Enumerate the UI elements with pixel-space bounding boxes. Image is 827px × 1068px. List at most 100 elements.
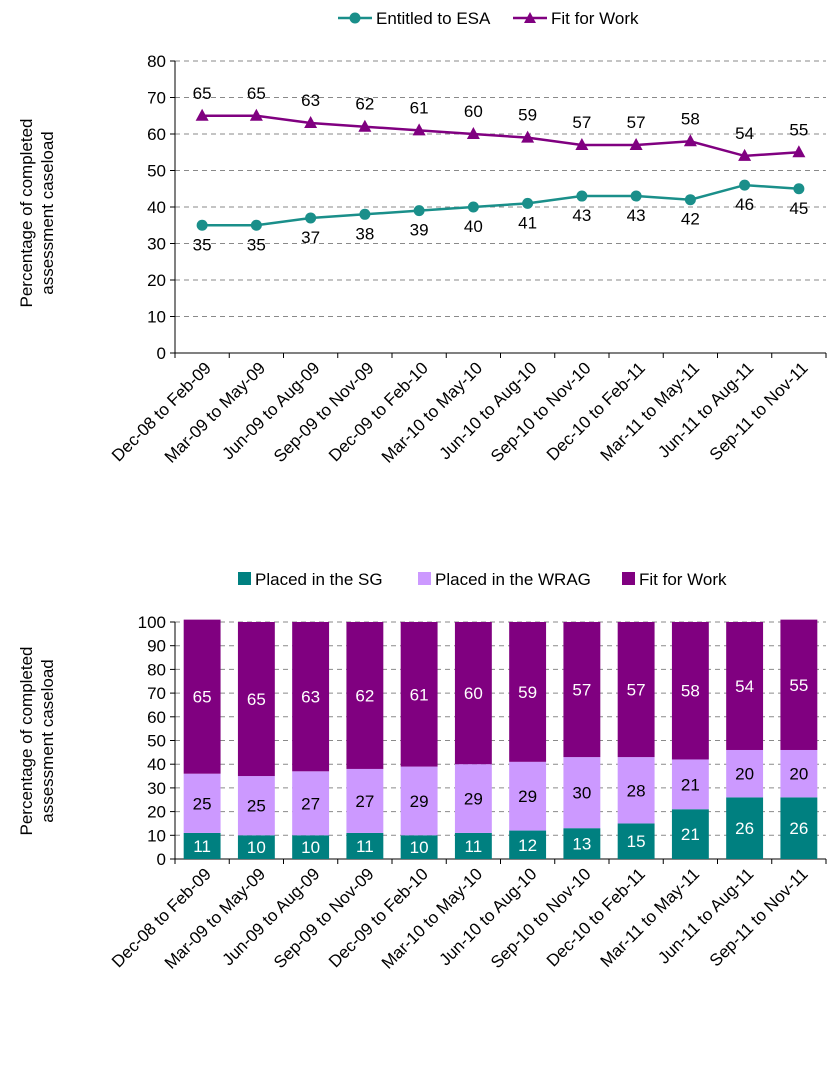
legend-label: Fit for Work <box>639 570 727 589</box>
legend-marker-triangle <box>524 12 536 23</box>
y-tick-label: 70 <box>147 684 166 703</box>
y-axis-title: Percentage of completed assessment caselo… <box>17 646 57 835</box>
data-label: 57 <box>572 113 591 132</box>
data-point <box>521 130 535 143</box>
bar-label: 20 <box>789 765 808 784</box>
bar-label: 26 <box>789 819 808 838</box>
bar-label: 65 <box>193 688 212 707</box>
x-category-label: Jun-11 to Aug-11 <box>654 864 757 967</box>
data-label: 65 <box>247 84 266 103</box>
legend: Placed in the SG Placed in the WRAG Fit fo… <box>238 570 727 589</box>
legend-marker-circle <box>349 12 361 24</box>
bar-segment <box>346 768 384 833</box>
x-category-label: Sep-11 to Nov-11 <box>706 358 812 464</box>
bar-label: 10 <box>301 838 320 857</box>
data-label: 57 <box>627 113 646 132</box>
x-category-label: Dec-10 to Feb-11 <box>543 864 649 970</box>
data-point <box>792 145 806 158</box>
bar-segment <box>671 622 709 760</box>
bar-label: 25 <box>193 794 212 813</box>
x-category-label: Jun-10 to Aug-10 <box>435 864 540 969</box>
bar-segment <box>509 622 547 762</box>
data-point <box>738 148 752 161</box>
x-category-label: Sep-10 to Nov-10 <box>487 358 595 466</box>
bar-segment <box>726 622 764 750</box>
bar-label: 57 <box>627 681 646 700</box>
x-category-label: Mar-10 to May-10 <box>378 864 486 972</box>
bar-segment <box>617 622 655 758</box>
data-label: 40 <box>464 217 483 236</box>
data-label: 58 <box>681 109 700 128</box>
bar-label: 30 <box>572 784 591 803</box>
data-point <box>305 212 317 224</box>
bar-segment <box>563 757 601 829</box>
y-tick-label: 100 <box>138 613 166 632</box>
bar-label: 29 <box>410 792 429 811</box>
bar-segment <box>183 773 221 833</box>
y-tick-label: 40 <box>147 198 166 217</box>
y-axis-title-line: Percentage of completed <box>17 118 36 307</box>
x-category-label: Sep-09 to Nov-09 <box>270 864 378 972</box>
y-axis-title-line: Percentage of completed <box>17 646 36 835</box>
bar-label: 65 <box>247 690 266 709</box>
bar-label: 10 <box>410 838 429 857</box>
bar-segment <box>563 622 601 758</box>
x-category-label: Jun-10 to Aug-10 <box>435 358 540 463</box>
bar-segment <box>780 797 818 859</box>
x-category-label: Jun-11 to Aug-11 <box>654 358 757 461</box>
bar-label: 10 <box>247 838 266 857</box>
y-tick-label: 80 <box>147 660 166 679</box>
bar-label: 58 <box>681 682 700 701</box>
bar-label: 20 <box>735 765 754 784</box>
bar-label: 11 <box>465 837 483 856</box>
x-category-label: Sep-11 to Nov-11 <box>706 864 812 970</box>
data-point <box>683 134 697 147</box>
data-point <box>249 108 263 121</box>
bar-segment <box>183 832 221 859</box>
bar-label: 59 <box>518 683 537 702</box>
y-tick-label: 60 <box>147 708 166 727</box>
bar-segment <box>292 622 330 772</box>
legend-label: Placed in the SG <box>255 570 383 589</box>
bar-label: 15 <box>627 832 646 851</box>
bar-label: 29 <box>518 787 537 806</box>
series-line <box>202 183 799 227</box>
y-tick-label: 20 <box>147 803 166 822</box>
bar-label: 57 <box>572 681 591 700</box>
x-category-label: Sep-10 to Nov-10 <box>487 864 595 972</box>
x-category-label: Sep-09 to Nov-09 <box>270 358 378 466</box>
data-label: 39 <box>410 221 429 240</box>
y-tick-label: 70 <box>147 89 166 108</box>
y-tick-label: 10 <box>147 308 166 327</box>
x-category-label: Dec-08 to Feb-09 <box>108 864 215 971</box>
x-category-label: Mar-09 to May-09 <box>161 358 269 466</box>
data-label: 63 <box>301 91 320 110</box>
bar-segment <box>617 757 655 824</box>
bar-segment <box>617 823 655 859</box>
data-label: 55 <box>789 120 808 139</box>
data-label: 43 <box>572 206 591 225</box>
legend-label: Placed in the WRAG <box>435 570 591 589</box>
bar-segment <box>292 771 330 836</box>
bar-segment <box>400 766 438 836</box>
legend-swatch <box>238 572 251 585</box>
line-chart: 0 10 20 30 40 50 60 70 80 Dec-08 to Feb-09Mar-09 … <box>17 9 827 467</box>
y-tick-label: 50 <box>147 732 166 751</box>
bar-segment <box>292 835 330 859</box>
data-label: 62 <box>355 95 374 114</box>
bar-segment <box>237 835 275 859</box>
data-point <box>196 219 208 231</box>
data-point <box>412 123 426 136</box>
y-tick-label: 60 <box>147 125 166 144</box>
data-label: 46 <box>735 195 754 214</box>
data-label: 59 <box>518 106 537 125</box>
data-label: 38 <box>355 224 374 243</box>
data-point <box>575 137 589 150</box>
y-axis-title: Percentage of completed assessment caselo… <box>17 118 57 307</box>
bar-label: 27 <box>355 792 374 811</box>
data-point <box>413 205 425 217</box>
data-point <box>467 201 479 213</box>
bar-label: 29 <box>464 790 483 809</box>
data-point <box>358 119 372 132</box>
data-point <box>522 197 534 209</box>
